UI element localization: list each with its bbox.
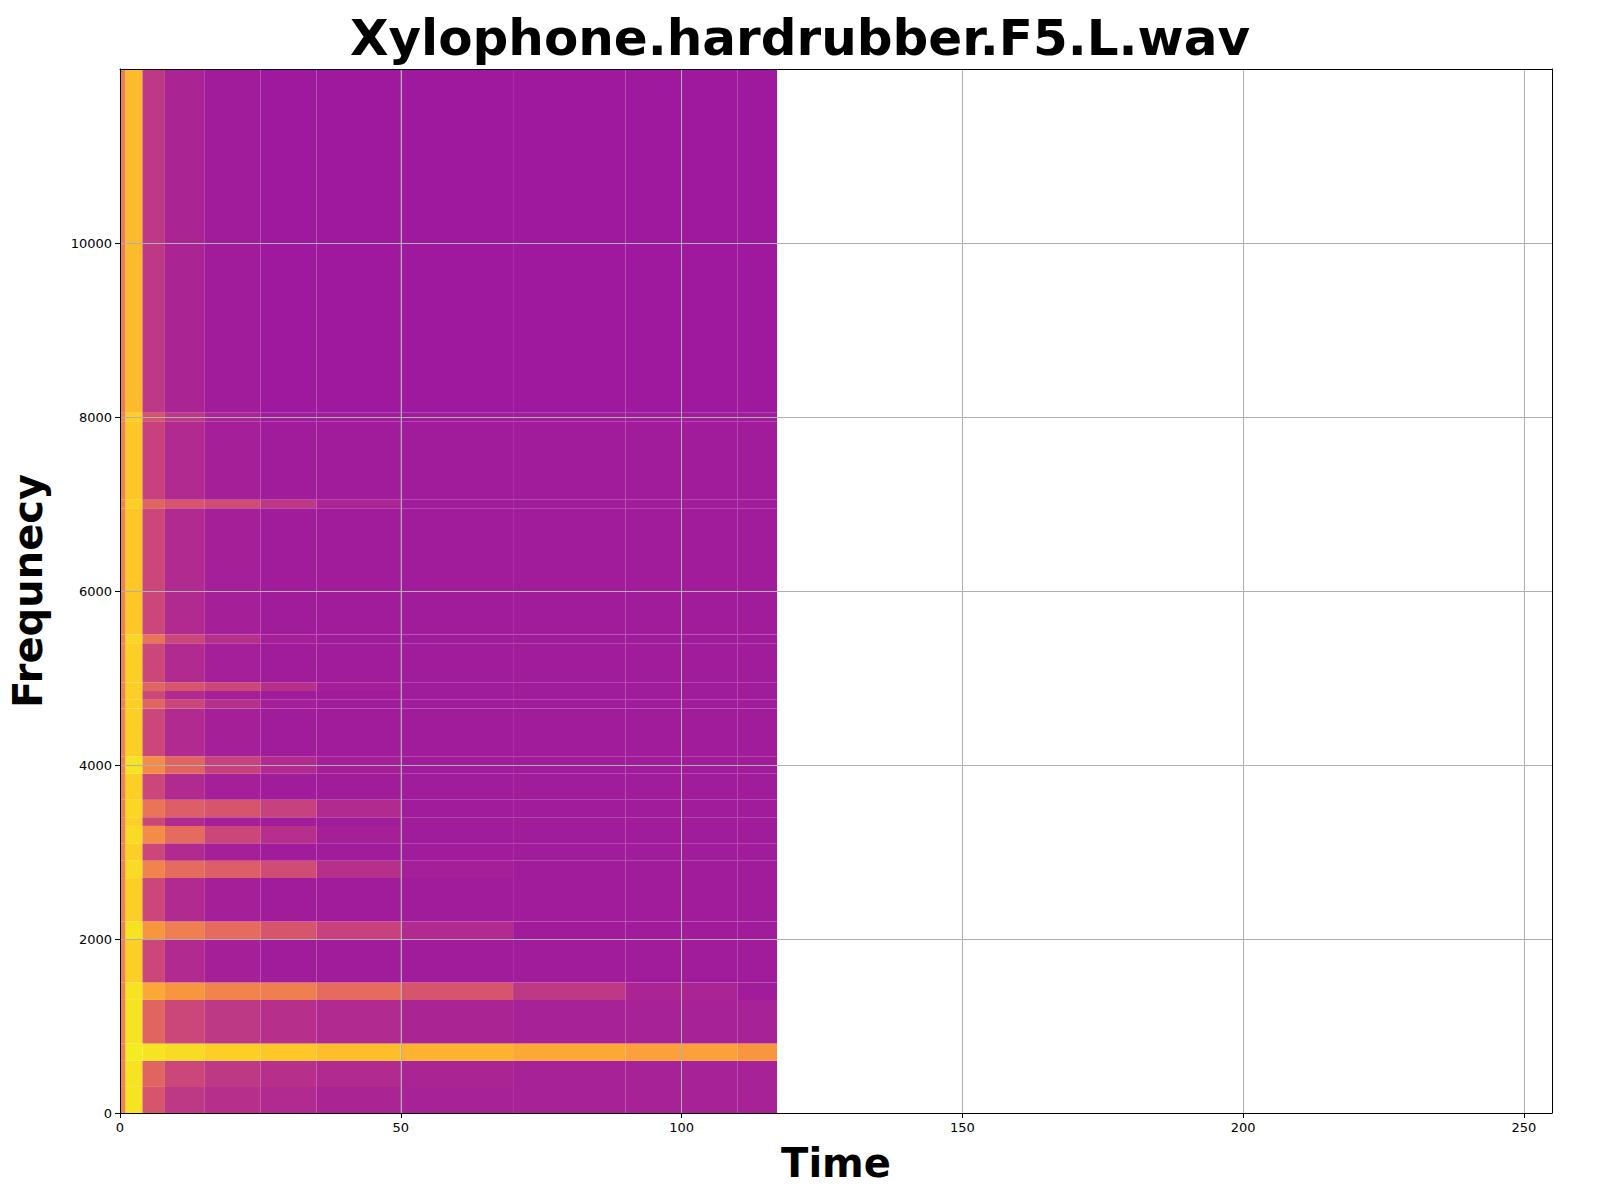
svg-text:10000: 10000 <box>71 236 112 251</box>
svg-text:200: 200 <box>1231 1120 1256 1135</box>
svg-text:150: 150 <box>950 1120 975 1135</box>
svg-text:250: 250 <box>1512 1120 1537 1135</box>
svg-text:0: 0 <box>104 1106 112 1121</box>
svg-text:Xylophone.hardrubber.F5.L.wav: Xylophone.hardrubber.F5.L.wav <box>350 9 1250 67</box>
svg-text:0: 0 <box>116 1120 124 1135</box>
svg-text:Time: Time <box>781 1140 891 1186</box>
svg-text:8000: 8000 <box>79 410 112 425</box>
svg-text:100: 100 <box>669 1120 694 1135</box>
svg-text:6000: 6000 <box>79 584 112 599</box>
svg-text:50: 50 <box>393 1120 410 1135</box>
svg-text:Frequnecy: Frequnecy <box>5 474 51 708</box>
svg-text:4000: 4000 <box>79 758 112 773</box>
svg-text:2000: 2000 <box>79 932 112 947</box>
